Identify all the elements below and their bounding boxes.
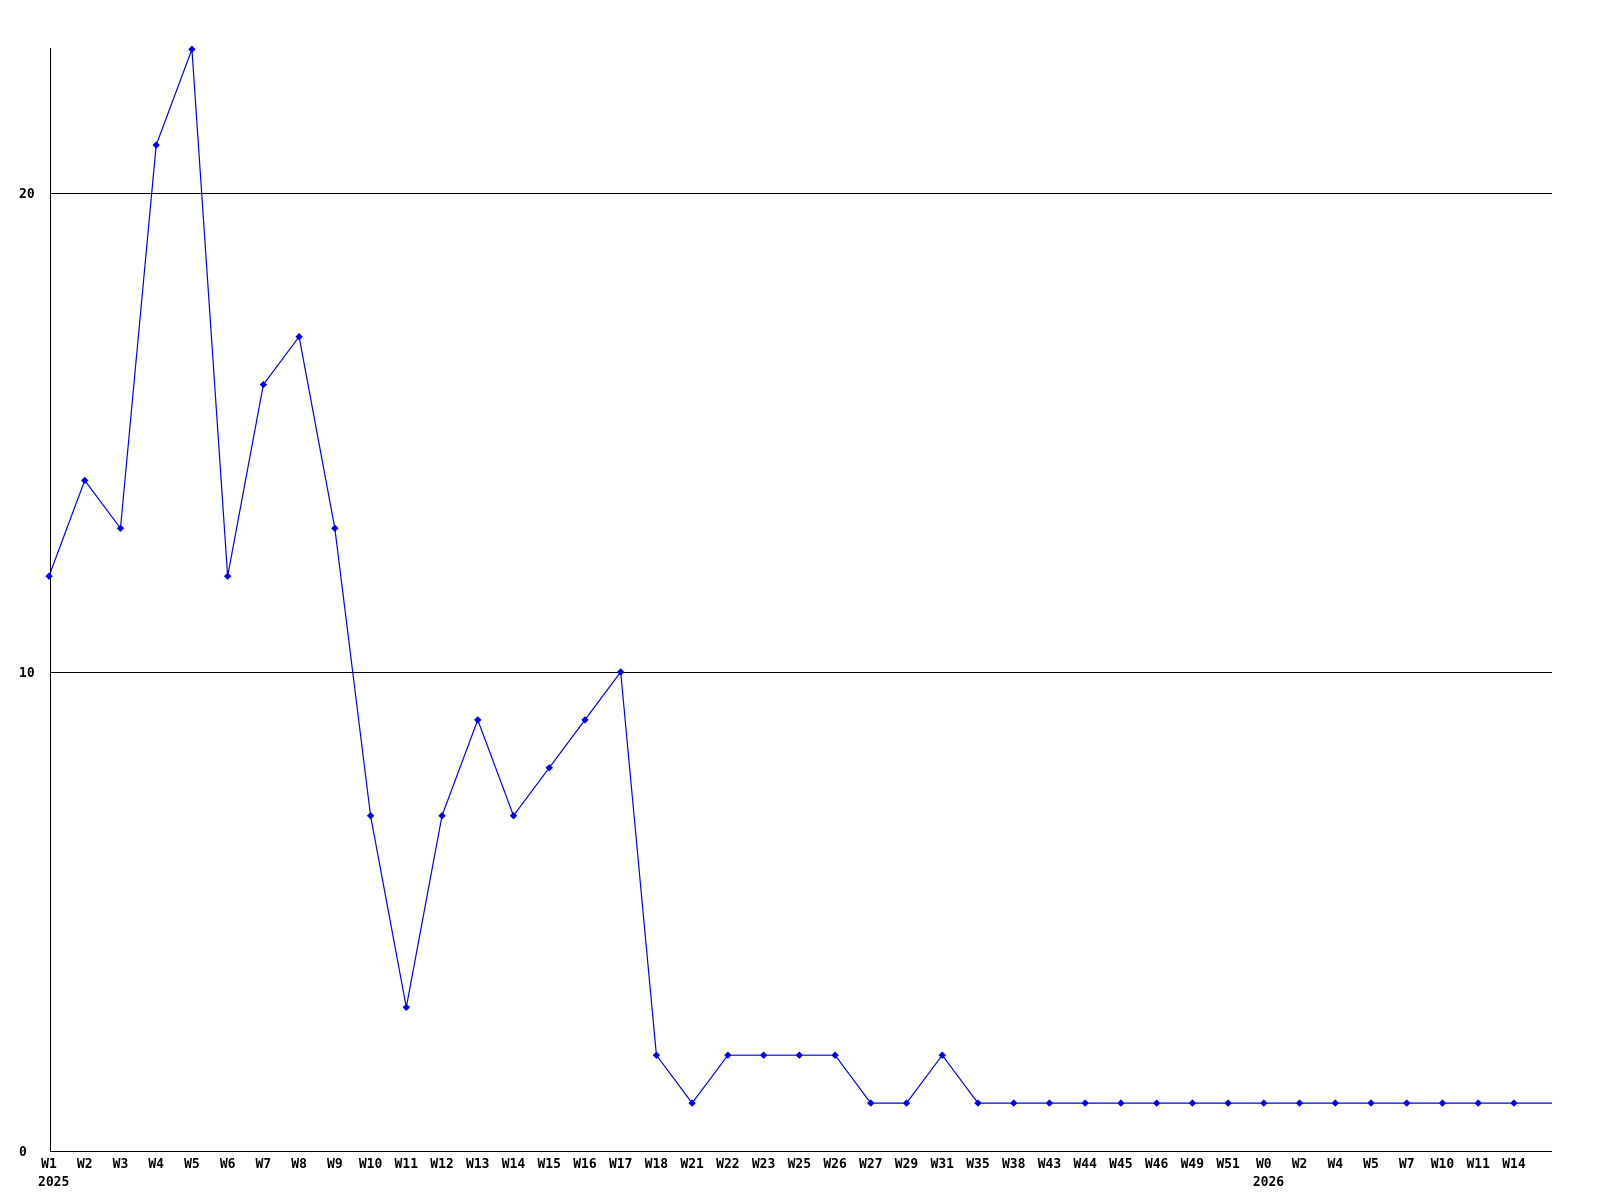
x-tick-label: W29 [895, 1157, 918, 1172]
data-point-marker [438, 811, 446, 820]
data-point-marker [759, 1051, 768, 1059]
data-point-marker [974, 1099, 982, 1107]
x-tick-label: W8 [291, 1157, 307, 1172]
data-point-marker [509, 811, 518, 820]
data-point-marker [474, 716, 482, 724]
x-tick-label: W31 [931, 1157, 955, 1172]
data-point-marker [831, 1051, 839, 1059]
y-tick-label: 0 [19, 1145, 27, 1160]
data-point-marker [1152, 1099, 1161, 1107]
data-point-marker [1188, 1099, 1197, 1107]
x-tick-label: W3 [113, 1157, 129, 1172]
x-tick-label: W23 [752, 1157, 775, 1172]
data-point-marker [402, 1003, 411, 1012]
x-tick-label: W25 [788, 1157, 811, 1172]
data-point-marker [1438, 1099, 1447, 1107]
data-point-marker [188, 45, 196, 54]
data-point-marker [366, 811, 375, 820]
x-tick-label: W35 [966, 1157, 989, 1172]
data-point-marker [223, 572, 232, 580]
year-label: 2026 [1253, 1175, 1284, 1190]
data-point-marker [295, 332, 303, 341]
data-point-marker [1045, 1099, 1054, 1107]
data-point-marker [1510, 1099, 1518, 1107]
data-point-marker [1260, 1099, 1268, 1107]
x-tick-label: W18 [645, 1157, 669, 1172]
data-point-marker [1474, 1099, 1482, 1107]
x-tick-label: W5 [1363, 1157, 1379, 1172]
data-point-marker [81, 476, 89, 485]
x-tick-label: W10 [359, 1157, 383, 1172]
data-point-marker [1331, 1099, 1339, 1107]
x-tick-label: W15 [537, 1157, 560, 1172]
x-tick-label: W9 [327, 1157, 343, 1172]
x-tick-label: W38 [1002, 1157, 1026, 1172]
x-tick-label: W7 [1399, 1157, 1415, 1172]
data-point-marker [1403, 1099, 1411, 1107]
data-point-marker [581, 716, 589, 724]
data-point-marker [688, 1099, 696, 1107]
data-point-marker [1081, 1099, 1089, 1107]
x-tick-label: W13 [466, 1157, 489, 1172]
data-point-marker [116, 524, 125, 533]
x-tick-label: W7 [256, 1157, 272, 1172]
data-point-marker [45, 572, 53, 580]
x-tick-label: W21 [680, 1157, 704, 1172]
x-tick-label: W12 [430, 1157, 453, 1172]
x-tick-label: W14 [1502, 1157, 1526, 1172]
data-line [48, 48, 1552, 1104]
data-point-marker [1295, 1099, 1304, 1107]
data-point-marker [1117, 1099, 1125, 1107]
x-tick-label: W4 [148, 1157, 164, 1172]
x-tick-label: W49 [1181, 1157, 1204, 1172]
x-tick-label: W10 [1431, 1157, 1455, 1172]
data-point-marker [652, 1051, 661, 1059]
data-point-marker [331, 524, 339, 533]
x-tick-label: W27 [859, 1157, 882, 1172]
data-point-marker [545, 764, 553, 772]
x-tick-label: W46 [1145, 1157, 1169, 1172]
x-tick-label: W0 [1256, 1157, 1272, 1172]
data-point-marker [152, 141, 160, 149]
y-tick-label: 10 [19, 666, 35, 681]
data-point-marker [616, 668, 625, 676]
data-point-marker [1010, 1099, 1018, 1107]
data-point-marker [867, 1099, 875, 1107]
y-tick-label: 20 [19, 187, 35, 202]
x-tick-label: W11 [1466, 1157, 1490, 1172]
x-tick-label: W11 [395, 1157, 419, 1172]
x-tick-label: W16 [573, 1157, 597, 1172]
data-point-marker [795, 1051, 804, 1059]
x-tick-label: W43 [1038, 1157, 1061, 1172]
x-tick-label: W44 [1073, 1157, 1097, 1172]
x-tick-label: W22 [716, 1157, 739, 1172]
x-tick-label: W17 [609, 1157, 632, 1172]
x-tick-label: W26 [823, 1157, 847, 1172]
data-point-marker [724, 1051, 732, 1059]
data-point-marker [1224, 1099, 1232, 1107]
data-point-marker [259, 380, 268, 389]
x-tick-label: W45 [1109, 1157, 1132, 1172]
data-point-marker [1367, 1099, 1375, 1107]
x-tick-label: W51 [1216, 1157, 1240, 1172]
x-tick-label: W4 [1327, 1157, 1343, 1172]
x-tick-label: W6 [220, 1157, 236, 1172]
x-tick-label: W2 [1292, 1157, 1308, 1172]
x-tick-label: W14 [502, 1157, 526, 1172]
data-point-marker [902, 1099, 911, 1107]
x-tick-label: W2 [77, 1157, 93, 1172]
x-tick-label: W5 [184, 1157, 200, 1172]
year-label: 2025 [38, 1175, 69, 1190]
data-point-marker [938, 1051, 946, 1059]
x-tick-label: W1 [41, 1157, 57, 1172]
